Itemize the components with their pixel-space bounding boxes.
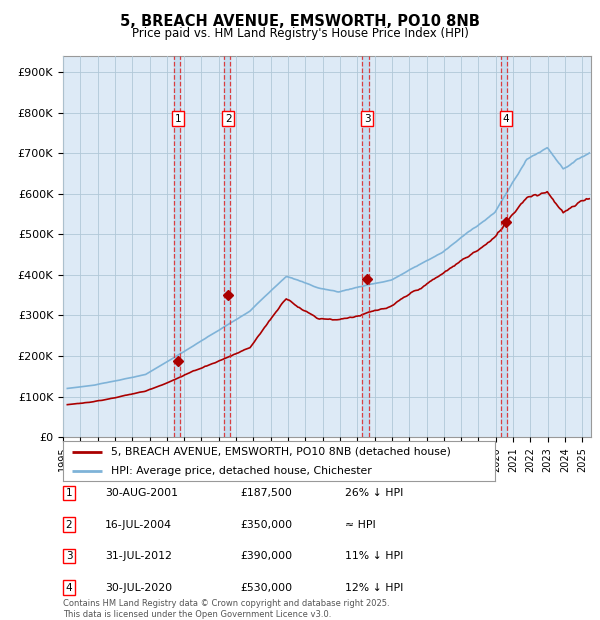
Text: Contains HM Land Registry data © Crown copyright and database right 2025.
This d: Contains HM Land Registry data © Crown c… xyxy=(63,600,389,619)
Text: 11% ↓ HPI: 11% ↓ HPI xyxy=(345,551,403,561)
Text: 4: 4 xyxy=(503,113,509,124)
Bar xyxy=(501,56,508,437)
Text: 30-AUG-2001: 30-AUG-2001 xyxy=(105,488,178,498)
Text: 2: 2 xyxy=(225,113,232,124)
Bar xyxy=(362,56,369,437)
Text: 3: 3 xyxy=(364,113,371,124)
Bar xyxy=(174,56,180,437)
Text: £390,000: £390,000 xyxy=(240,551,292,561)
Text: £530,000: £530,000 xyxy=(240,583,292,593)
Text: 5, BREACH AVENUE, EMSWORTH, PO10 8NB: 5, BREACH AVENUE, EMSWORTH, PO10 8NB xyxy=(120,14,480,29)
Bar xyxy=(224,56,230,437)
Text: Price paid vs. HM Land Registry's House Price Index (HPI): Price paid vs. HM Land Registry's House … xyxy=(131,27,469,40)
Text: 5, BREACH AVENUE, EMSWORTH, PO10 8NB (detached house): 5, BREACH AVENUE, EMSWORTH, PO10 8NB (de… xyxy=(110,447,451,457)
Text: 26% ↓ HPI: 26% ↓ HPI xyxy=(345,488,403,498)
Text: 30-JUL-2020: 30-JUL-2020 xyxy=(105,583,172,593)
Text: 1: 1 xyxy=(65,488,73,498)
Text: 16-JUL-2004: 16-JUL-2004 xyxy=(105,520,172,529)
Text: 3: 3 xyxy=(65,551,73,561)
Text: 31-JUL-2012: 31-JUL-2012 xyxy=(105,551,172,561)
Text: £350,000: £350,000 xyxy=(240,520,292,529)
Text: £187,500: £187,500 xyxy=(240,488,292,498)
Text: 12% ↓ HPI: 12% ↓ HPI xyxy=(345,583,403,593)
Text: 1: 1 xyxy=(175,113,182,124)
Text: 4: 4 xyxy=(65,583,73,593)
Text: 2: 2 xyxy=(65,520,73,529)
Text: HPI: Average price, detached house, Chichester: HPI: Average price, detached house, Chic… xyxy=(110,466,371,476)
Text: ≈ HPI: ≈ HPI xyxy=(345,520,376,529)
